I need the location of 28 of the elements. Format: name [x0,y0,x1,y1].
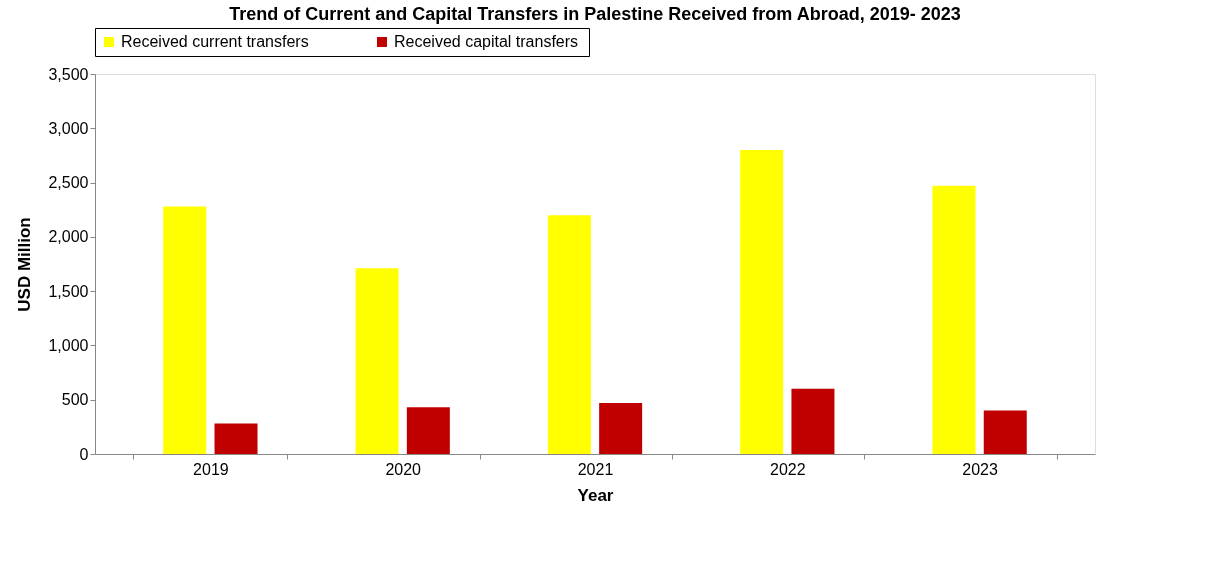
bar [932,185,976,454]
y-tick-label: 1,500 [48,282,89,300]
bar [983,410,1027,454]
y-tick-label: 3,000 [48,119,89,137]
x-tick-label: 2019 [193,460,229,478]
x-tick-label: 2023 [962,460,999,478]
bar [791,388,835,454]
x-tick-label: 2020 [385,460,422,478]
bar [163,206,207,454]
y-tick-label: 0 [79,445,89,463]
y-tick-label: 2,000 [48,228,89,246]
legend-label: Received current transfers [121,33,309,50]
x-tick-label: 2022 [770,460,806,478]
y-tick-label: 3,500 [48,65,89,83]
y-axis-title: USD Million [15,217,35,312]
bar [599,402,643,454]
bar [406,407,450,454]
legend-label: Received capital transfers [394,33,579,50]
bar [355,268,399,454]
bar [547,215,591,454]
bar [214,423,258,454]
chart-title: Trend of Current and Capital Transfers in Palestine Received from Abroad, 2019- 2023 [229,3,961,24]
y-tick-label: 2,500 [48,174,89,192]
y-tick-label: 1,000 [48,336,89,354]
x-axis-title: Year [577,485,614,505]
bar [740,150,784,454]
x-tick-label: 2021 [577,460,614,478]
y-tick-label: 500 [61,391,89,409]
